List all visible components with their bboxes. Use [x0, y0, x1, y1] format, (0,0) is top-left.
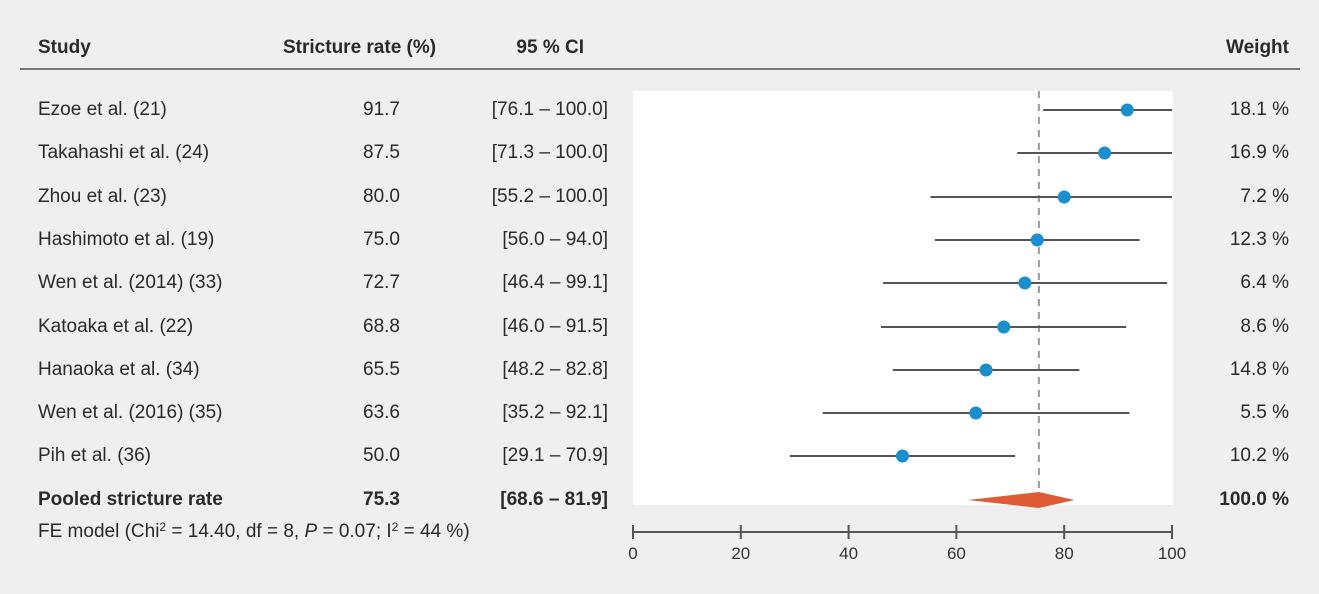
study-takahashi-et-al-24-point	[1098, 146, 1112, 160]
x-tick-label-100: 100	[1158, 544, 1186, 563]
study-hashimoto-et-al-19-name-label: Hashimoto et al. (19)	[38, 229, 215, 250]
study-hashimoto-et-al-19-ci-label: [56.0 – 94.0]	[502, 229, 608, 250]
study-pih-et-al-36-name-label: Pih et al. (36)	[38, 445, 151, 466]
study-wen-et-al-2016-35-rate-label: 63.6	[363, 402, 400, 423]
study-hanaoka-et-al-34-name-label: Hanaoka et al. (34)	[38, 359, 200, 380]
study-zhou-et-al-23-rate-label: 80.0	[363, 186, 400, 207]
study-hanaoka-et-al-34-weight-label: 14.8 %	[1229, 359, 1289, 380]
study-hanaoka-et-al-34-ci-label: [48.2 – 82.8]	[502, 359, 608, 380]
study-wen-et-al-2016-35-point	[969, 406, 983, 420]
study-zhou-et-al-23-point	[1057, 190, 1071, 204]
pooled-diamond	[967, 492, 1075, 508]
model-summary: FE model (Chi2 = 14.40, df = 8, P = 0.07…	[38, 520, 470, 542]
study-katoaka-et-al-22-point	[997, 320, 1011, 334]
study-hashimoto-et-al-19-rate-label: 75.0	[363, 229, 400, 250]
study-pih-et-al-36-ci-label: [29.1 – 70.9]	[502, 445, 608, 466]
study-zhou-et-al-23-weight-label: 7.2 %	[1240, 186, 1289, 207]
study-wen-et-al-2014-33-point	[1018, 276, 1032, 290]
header-stricture-rate: Stricture rate (%)	[283, 37, 437, 58]
study-hashimoto-et-al-19-weight-label: 12.3 %	[1229, 229, 1289, 250]
study-katoaka-et-al-22-name-label: Katoaka et al. (22)	[38, 316, 194, 337]
x-tick-label-40: 40	[839, 544, 858, 563]
pooled-name-label: Pooled stricture rate	[38, 489, 223, 510]
header-95ci: 95 % CI	[516, 37, 584, 58]
study-takahashi-et-al-24-name-label: Takahashi et al. (24)	[38, 142, 210, 163]
study-wen-et-al-2014-33-rate-label: 72.7	[363, 272, 400, 293]
study-ezoe-et-al-21-name-label: Ezoe et al. (21)	[38, 99, 167, 120]
study-wen-et-al-2016-35-name-label: Wen et al. (2016) (35)	[38, 402, 223, 423]
study-ezoe-et-al-21-point	[1120, 103, 1134, 117]
x-tick-label-0: 0	[628, 544, 637, 563]
header-study: Study	[38, 37, 91, 58]
pooled-rate-label: 75.3	[363, 489, 400, 510]
study-pih-et-al-36-point	[896, 449, 909, 463]
study-hanaoka-et-al-34-rate-label: 65.5	[363, 359, 400, 380]
pooled-weight-label: 100.0 %	[1219, 489, 1289, 510]
study-ezoe-et-al-21-rate-label: 91.7	[363, 99, 400, 120]
study-katoaka-et-al-22-weight-label: 8.6 %	[1240, 316, 1289, 337]
chart-marks	[789, 91, 1172, 508]
study-hanaoka-et-al-34-point	[979, 363, 993, 377]
study-katoaka-et-al-22-rate-label: 68.8	[363, 316, 400, 337]
study-wen-et-al-2014-33-name-label: Wen et al. (2014) (33)	[38, 272, 223, 293]
x-tick-label-20: 20	[731, 544, 750, 563]
study-zhou-et-al-23-ci-label: [55.2 – 100.0]	[491, 186, 608, 207]
x-axis: 0 20 40 60 80 100	[628, 525, 1186, 563]
pooled-ci-label: [68.6 – 81.9]	[500, 489, 608, 510]
study-takahashi-et-al-24-ci-label: [71.3 – 100.0]	[491, 142, 608, 163]
study-katoaka-et-al-22-ci-label: [46.0 – 91.5]	[502, 316, 608, 337]
study-wen-et-al-2014-33-ci-label: [46.4 – 99.1]	[502, 272, 608, 293]
study-takahashi-et-al-24-rate-label: 87.5	[363, 142, 400, 163]
study-wen-et-al-2014-33-weight-label: 6.4 %	[1240, 272, 1289, 293]
study-wen-et-al-2016-35-ci-label: [35.2 – 92.1]	[502, 402, 608, 423]
x-tick-label-60: 60	[947, 544, 966, 563]
study-pih-et-al-36-rate-label: 50.0	[363, 445, 400, 466]
study-ezoe-et-al-21-ci-label: [76.1 – 100.0]	[491, 99, 608, 120]
x-tick-label-80: 80	[1055, 544, 1074, 563]
study-takahashi-et-al-24-weight-label: 16.9 %	[1229, 142, 1289, 163]
study-wen-et-al-2016-35-weight-label: 5.5 %	[1240, 402, 1289, 423]
plot-area-background	[633, 91, 1173, 505]
header-weight: Weight	[1226, 37, 1289, 58]
study-zhou-et-al-23-name-label: Zhou et al. (23)	[38, 186, 167, 207]
study-ezoe-et-al-21-weight-label: 18.1 %	[1229, 99, 1289, 120]
study-pih-et-al-36-weight-label: 10.2 %	[1229, 445, 1289, 466]
study-hashimoto-et-al-19-point	[1030, 233, 1044, 247]
